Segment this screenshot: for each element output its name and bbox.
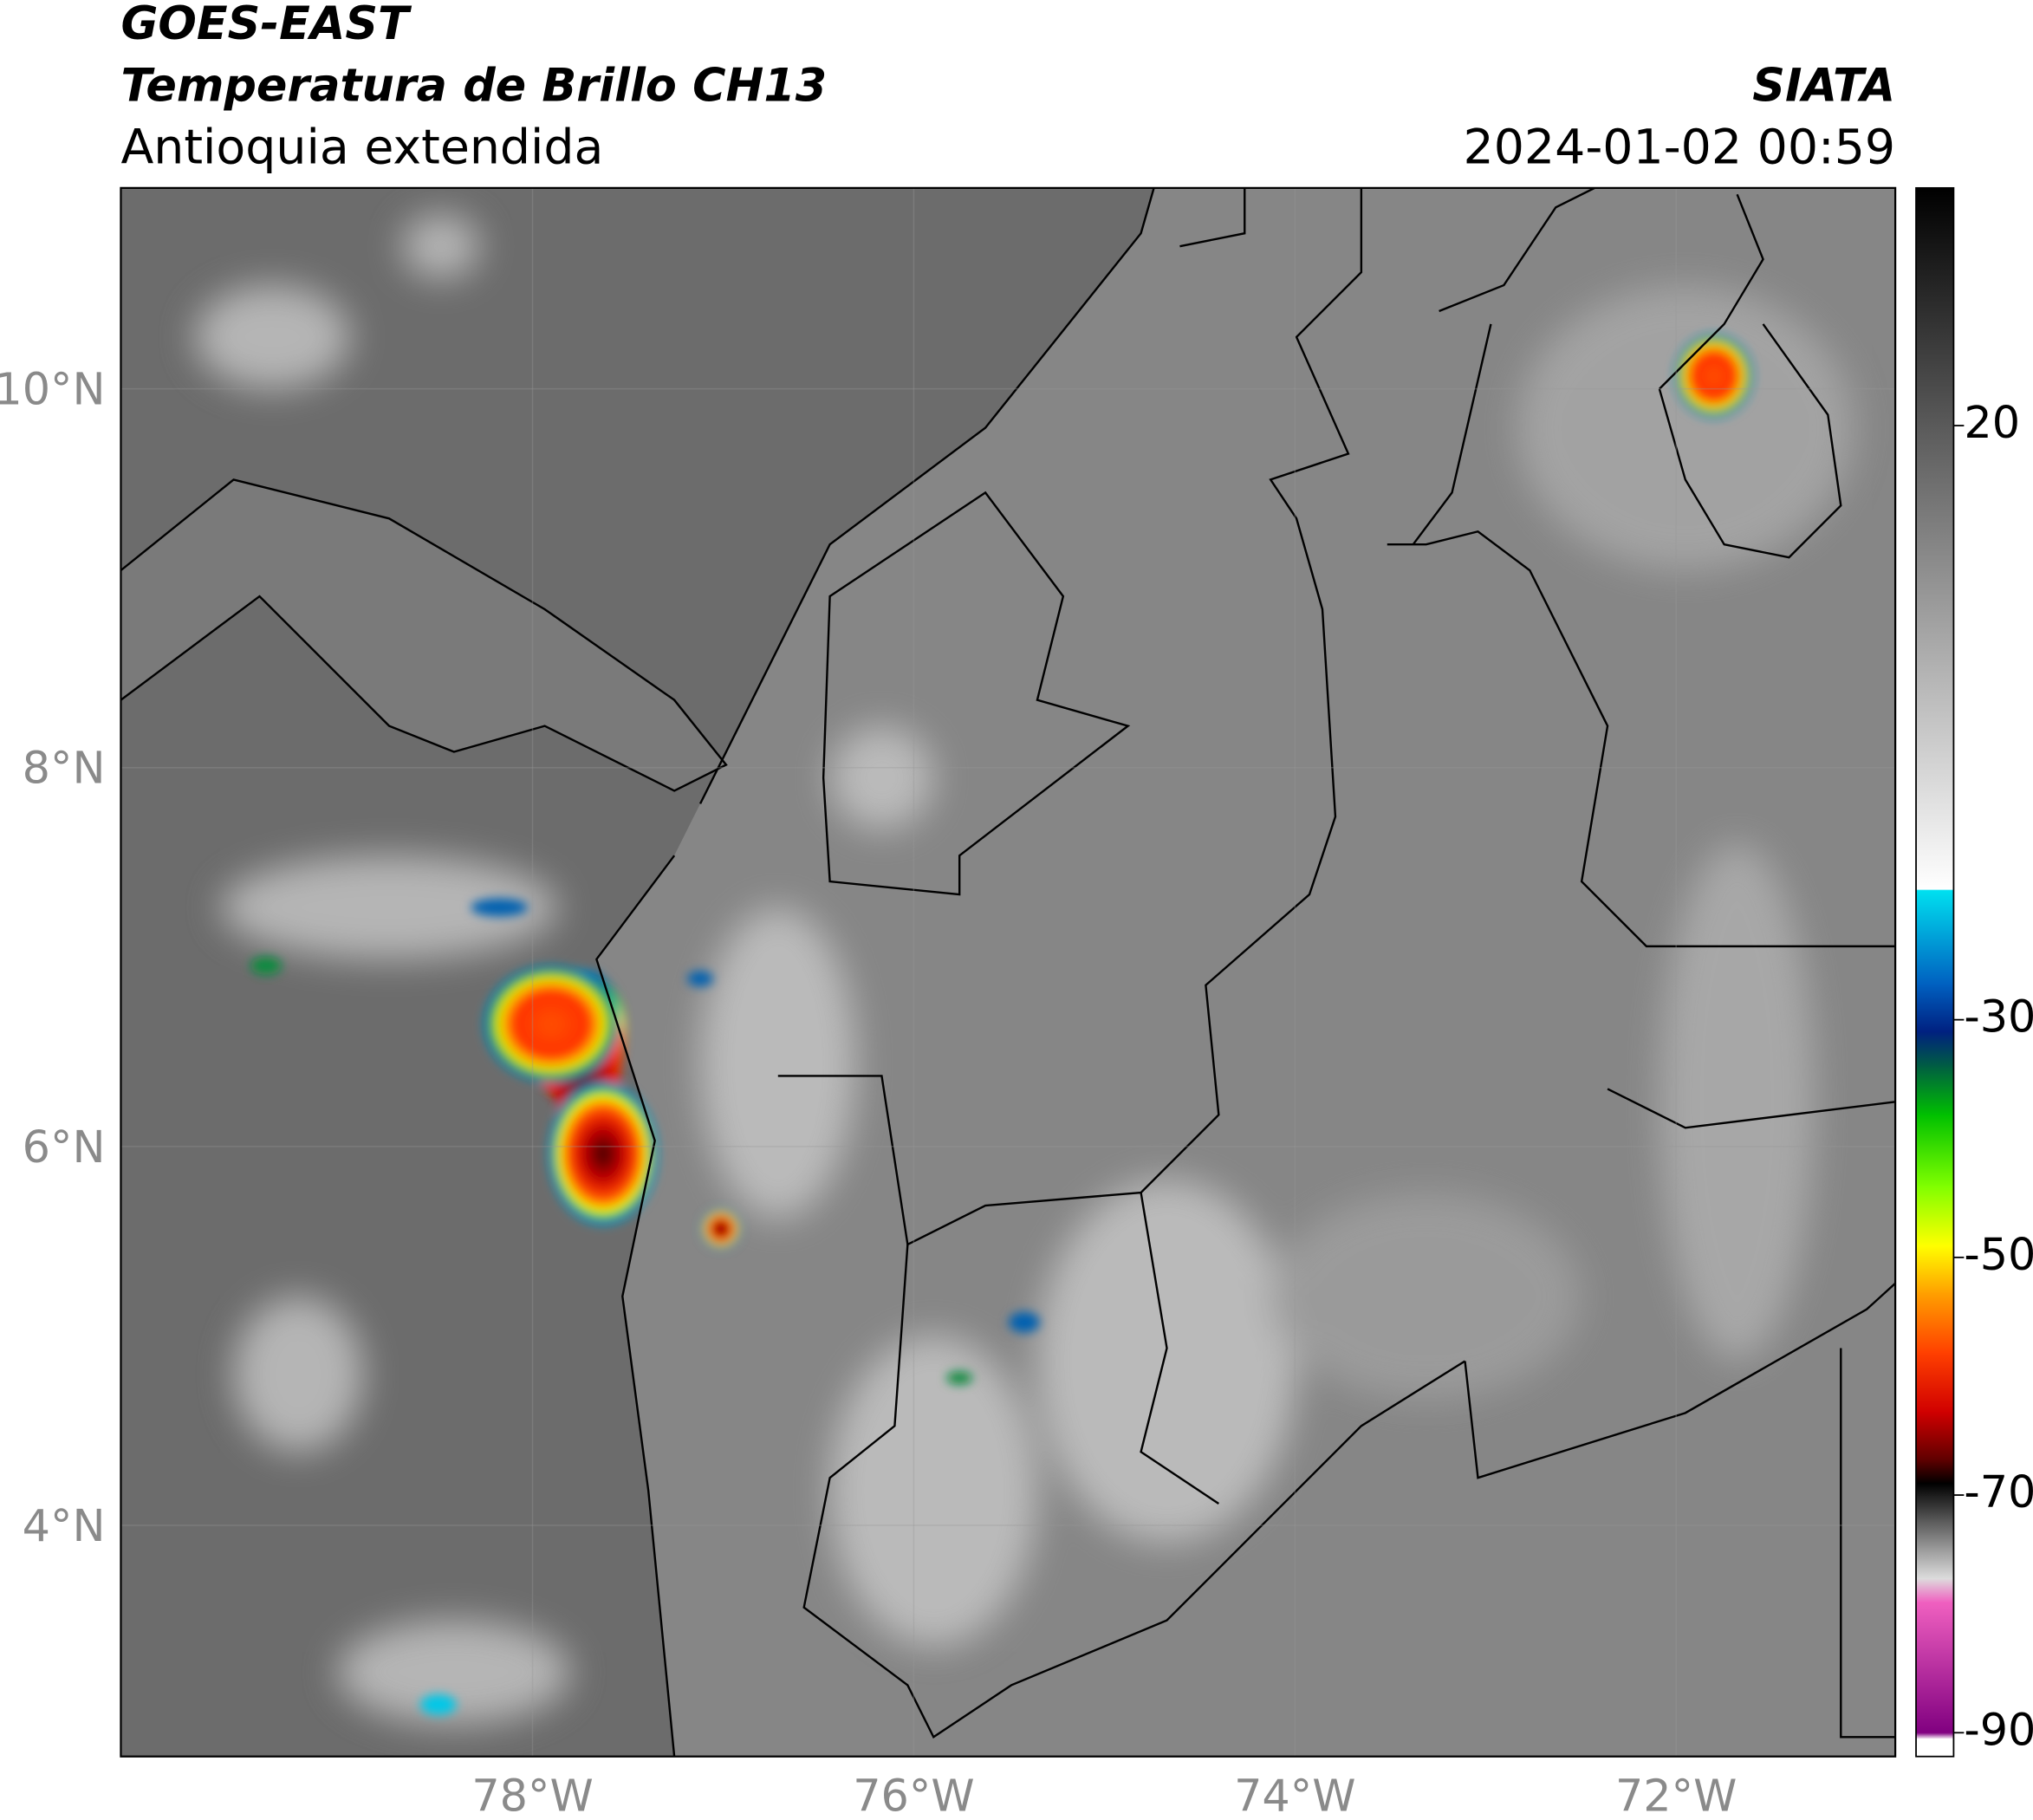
colorbar-segment <box>1916 187 1954 426</box>
x-tick-label: 76°W <box>853 1771 974 1820</box>
colorbar-tick-label: -50 <box>1964 1229 2033 1280</box>
colorbar-segment <box>1916 1739 1954 1758</box>
colorbar-segment <box>1916 890 1954 985</box>
satellite: GOES-EAST <box>120 0 412 50</box>
map-imagery <box>120 187 1896 1757</box>
colorbar-tick-label: -70 <box>1964 1466 2033 1518</box>
colorbar-segment <box>1916 1483 1954 1520</box>
x-tick-label: 78°W <box>471 1771 593 1820</box>
colorbar-segment <box>1916 984 1954 1033</box>
colorbar: 20 -30 -50 -70 -90 <box>1916 187 2033 1758</box>
colorbar-segment <box>1916 1292 1954 1354</box>
grid <box>120 187 1896 1757</box>
y-tick-label: 10°N <box>0 364 106 415</box>
colorbar-tick-label: 20 <box>1964 397 2020 448</box>
map-frame <box>120 186 1897 1758</box>
colorbar-segment <box>1916 1031 1954 1069</box>
source: SIATA <box>1752 60 1895 113</box>
colorbar-segment <box>1916 1067 1954 1116</box>
colorbar-segment <box>1916 1352 1954 1413</box>
colorbar-frame <box>1915 186 1955 1758</box>
colorbar-segment <box>1916 1412 1954 1460</box>
colorbar-segment <box>1916 1732 1954 1739</box>
colorbar-tick-label: -90 <box>1964 1704 2033 1755</box>
y-tick-label: 6°N <box>23 1121 106 1173</box>
colorbar-segment <box>1916 426 1954 665</box>
colorbar-segment <box>1916 1245 1954 1294</box>
colorbar-segment <box>1916 1459 1954 1485</box>
colorbar-segment <box>1916 1578 1954 1603</box>
datetime: 2024-01-02 00:59 <box>1464 120 1896 175</box>
colorbar-segment <box>1916 1186 1954 1246</box>
colorbar-segment <box>1916 1115 1954 1187</box>
colorbar-segment <box>1916 888 1954 891</box>
region: Antioquia extendida <box>120 120 603 175</box>
product: Temperatura de Brillo CH13 <box>120 60 827 113</box>
x-tick-label: 74°W <box>1234 1771 1355 1820</box>
y-tick-label: 8°N <box>23 743 106 794</box>
colorbar-tick-label: -30 <box>1964 991 2033 1043</box>
y-tick-label: 4°N <box>23 1500 106 1551</box>
x-tick-label: 72°W <box>1615 1771 1737 1820</box>
colorbar-segment <box>1916 1518 1954 1579</box>
colorbar-segment <box>1916 663 1954 890</box>
colorbar-segment <box>1916 1602 1954 1734</box>
